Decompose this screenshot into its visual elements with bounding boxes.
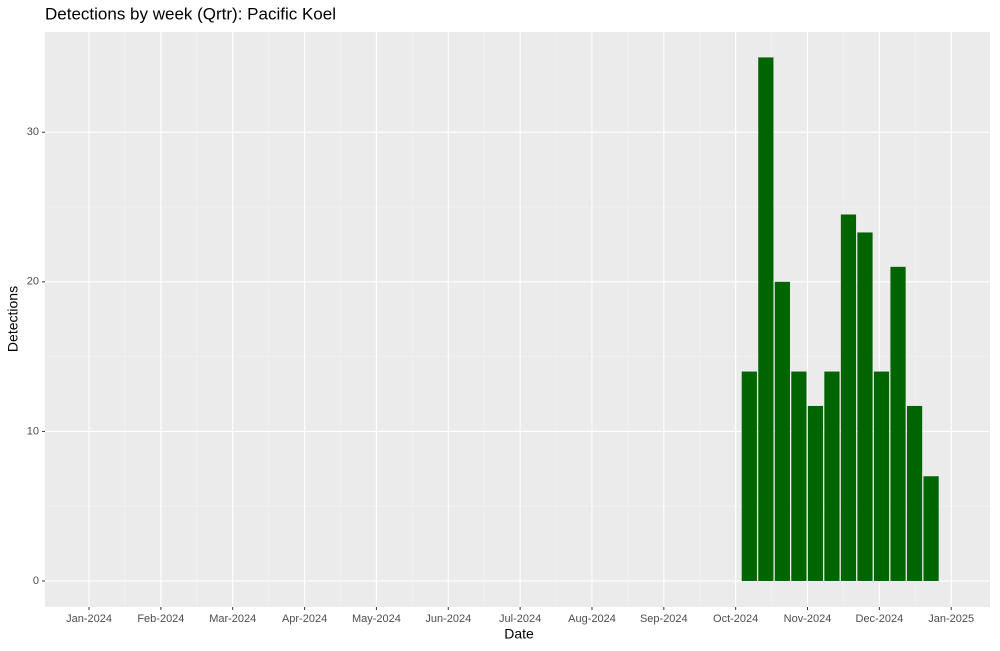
x-tick-label: Jan-2025 <box>928 613 974 625</box>
bar <box>758 57 774 581</box>
bar <box>824 371 840 581</box>
x-tick-label: Apr-2024 <box>282 613 327 625</box>
y-tick-label: 0 <box>33 575 39 587</box>
bar <box>774 281 790 581</box>
x-tick-label: Dec-2024 <box>856 613 904 625</box>
x-tick-label: Nov-2024 <box>784 613 832 625</box>
x-axis-title: Date <box>504 626 534 642</box>
x-tick-label: Jul-2024 <box>499 613 541 625</box>
bars <box>741 57 939 581</box>
x-tick-label: Aug-2024 <box>568 613 616 625</box>
y-axis-title: Detections <box>5 286 21 352</box>
bar <box>857 232 873 581</box>
y-tick-label: 10 <box>27 425 39 437</box>
bar <box>807 405 824 581</box>
y-tick-label: 30 <box>27 126 39 138</box>
x-tick-label: Feb-2024 <box>137 613 184 625</box>
x-tick-label: Jun-2024 <box>425 613 471 625</box>
bar <box>923 476 939 581</box>
x-tick-label: Oct-2024 <box>713 613 758 625</box>
bar <box>906 405 923 581</box>
bar <box>873 371 890 581</box>
x-tick-label: Mar-2024 <box>209 613 256 625</box>
x-tick-label: May-2024 <box>352 613 401 625</box>
x-tick-label: Sep-2024 <box>640 613 688 625</box>
x-tick-label: Jan-2024 <box>66 613 112 625</box>
bar <box>741 371 757 581</box>
y-tick-label: 20 <box>27 276 39 288</box>
bar <box>791 371 807 581</box>
bar <box>890 266 906 581</box>
bar <box>840 214 857 581</box>
grid <box>45 32 990 607</box>
chart-title: Detections by week (Qrtr): Pacific Koel <box>45 4 336 23</box>
